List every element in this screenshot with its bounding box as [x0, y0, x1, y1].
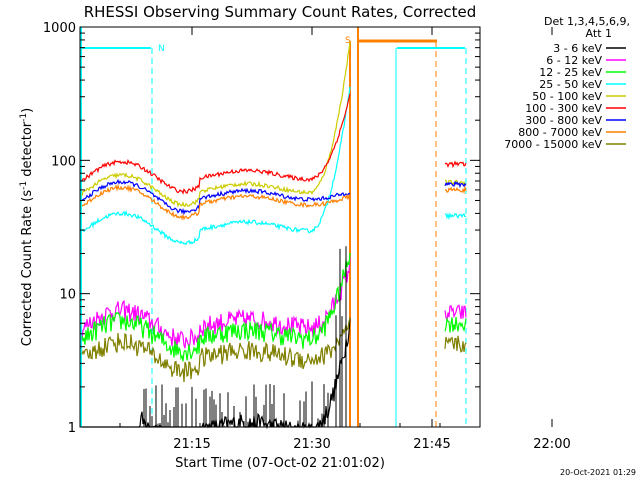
y-label-part-2: detector	[20, 121, 35, 181]
series-800-7000kev-trace-post	[444, 185, 467, 195]
series-25-50kev-trace-post	[444, 212, 467, 221]
series-800-7000kev	[81, 183, 467, 221]
legend-entry-label: 6 - 12 keV	[546, 54, 602, 67]
y-tick-label: 1000	[43, 21, 76, 36]
series-6-12kev-trace-main	[81, 256, 351, 349]
legend-entry-label: 100 - 300 keV	[525, 102, 602, 115]
y-tick-label: 1	[68, 421, 76, 436]
legend-entry-label: 50 - 100 keV	[532, 90, 602, 103]
x-tick-label: 22:00	[533, 437, 570, 452]
series-7000-15000kev-trace-main	[81, 317, 351, 383]
series-50-100kev	[81, 41, 467, 208]
annotation-s: S	[345, 36, 351, 46]
y-label-sup-2: -1	[19, 113, 29, 122]
y-label-sup-1: -1	[19, 181, 29, 190]
series-100-300kev-trace-main	[81, 93, 351, 195]
series-12-25kev-trace-main	[81, 252, 351, 362]
series-50-100kev-trace-main	[81, 41, 351, 208]
series-12-25kev-trace-post	[444, 316, 467, 333]
legend-entry-label: 800 - 7000 keV	[518, 126, 602, 139]
x-tick-label: 21:30	[293, 437, 330, 452]
y-label-part-3: )	[20, 108, 35, 113]
legend-entry-label: 7000 - 15000 keV	[504, 138, 602, 151]
series-12-25kev	[81, 252, 467, 362]
x-tick-label: 21:15	[173, 437, 210, 452]
y-axis: 1 10 100 1000	[43, 21, 480, 436]
y-tick-label: 100	[51, 154, 76, 169]
legend-entry-label: 3 - 6 keV	[553, 42, 602, 55]
y-axis-label: Corrected Count Rate (s-1 detector-1)	[19, 108, 35, 346]
legend-entry-label: 25 - 50 keV	[539, 78, 602, 91]
series-300-800kev-trace-post	[444, 180, 467, 189]
x-tick-label: 21:45	[413, 437, 450, 452]
series-25-50kev	[81, 86, 467, 246]
legend-header-line-1: Det 1,3,4,5,6,9,	[544, 15, 630, 28]
footer-timestamp: 20-Oct-2021 01:29	[560, 468, 636, 477]
series-300-800kev	[81, 178, 467, 216]
series-300-800kev-trace-main	[81, 178, 351, 216]
series-100-300kev-trace-post	[444, 160, 467, 169]
series-7000-15000kev	[81, 317, 467, 383]
series-100-300kev	[81, 93, 467, 195]
legend-entry-label: 300 - 800 keV	[525, 114, 602, 127]
series-6-12kev	[81, 256, 467, 349]
series-7000-15000kev-trace-post	[444, 335, 467, 353]
legend-entry-label: 12 - 25 keV	[539, 66, 602, 79]
series-6-12kev-trace-post	[444, 304, 467, 323]
legend-header-line-2: Att 1	[586, 27, 612, 40]
annotation-n: N	[158, 44, 165, 54]
x-axis-label: Start Time (07-Oct-02 21:01:02)	[175, 456, 385, 471]
y-tick-label: 10	[59, 288, 76, 303]
chart-title: RHESSI Observing Summary Count Rates, Co…	[84, 3, 477, 21]
series-25-50kev-trace-main	[81, 86, 351, 246]
y-label-part-1: Corrected Count Rate (s	[20, 190, 35, 347]
series-800-7000kev-trace-main	[81, 183, 351, 221]
plot-area: NS	[80, 27, 467, 430]
